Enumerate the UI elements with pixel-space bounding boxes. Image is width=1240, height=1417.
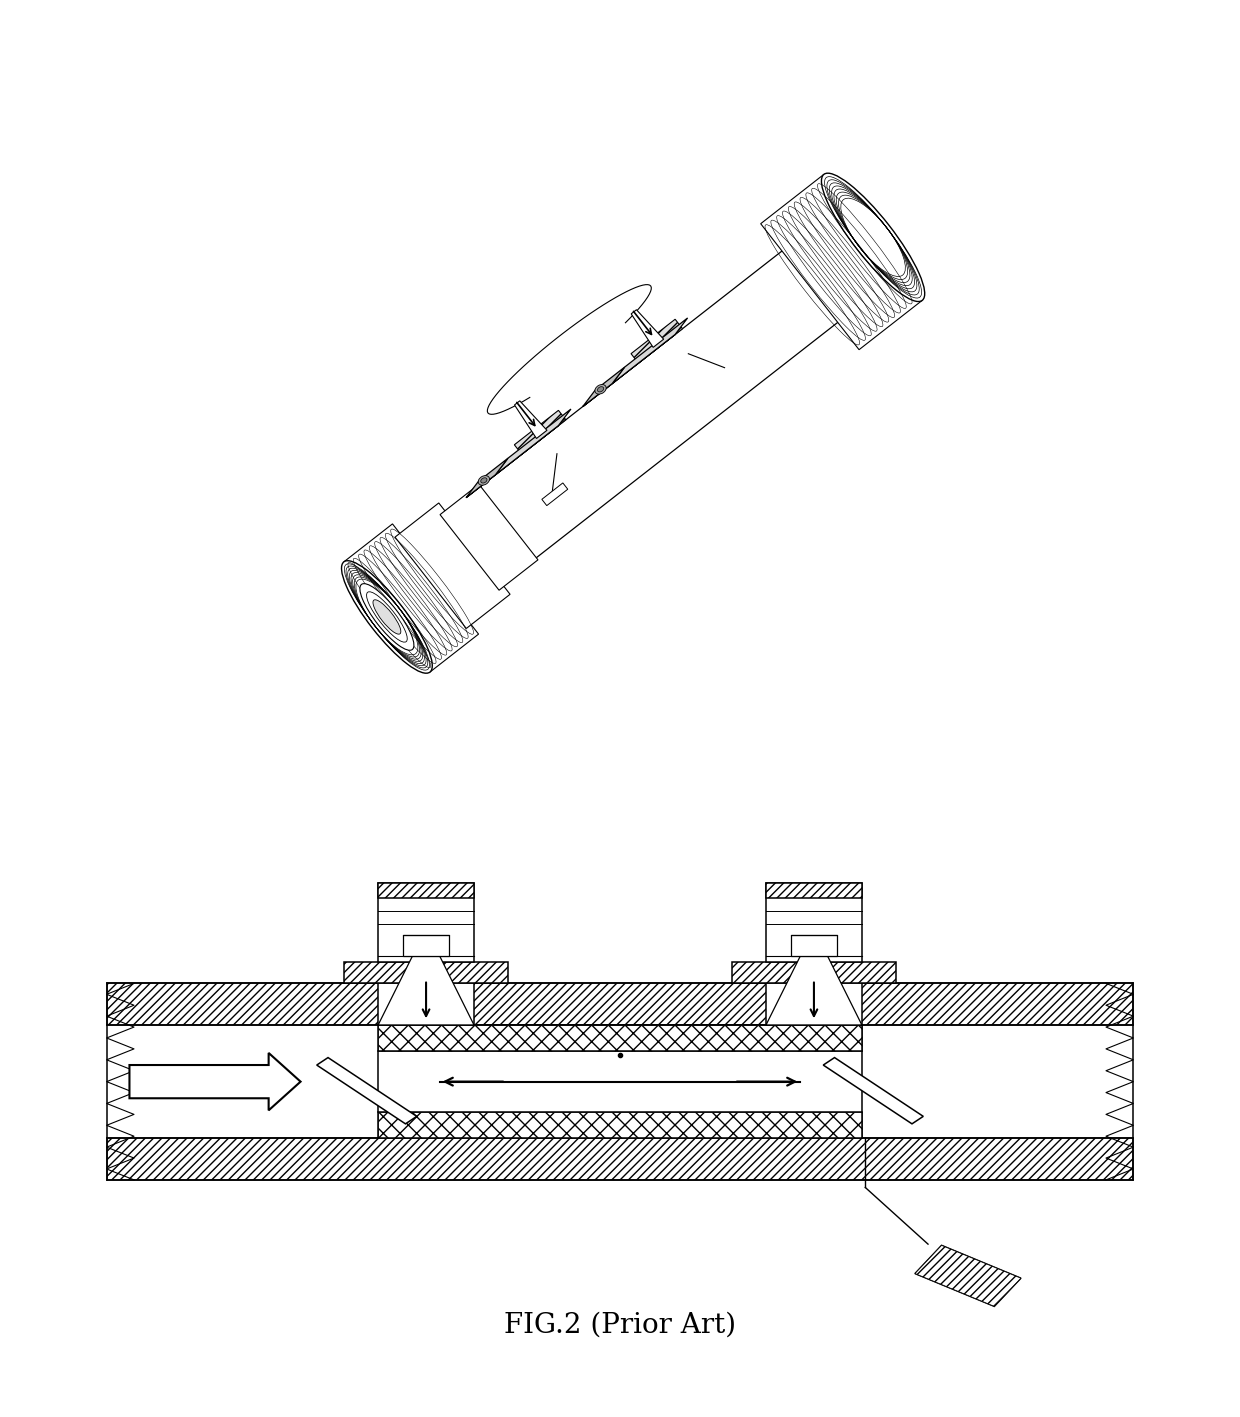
Ellipse shape [821,173,925,302]
Ellipse shape [373,599,401,635]
Polygon shape [760,174,923,350]
Polygon shape [613,317,688,384]
Ellipse shape [341,561,433,673]
Polygon shape [766,956,862,1024]
Bar [107,1138,1133,1180]
Polygon shape [915,1246,1021,1306]
Bar [732,962,897,983]
Polygon shape [129,1053,300,1111]
Polygon shape [583,334,675,407]
Text: FIG.2 (Prior Art): FIG.2 (Prior Art) [503,1312,737,1339]
Polygon shape [396,503,510,629]
Bar [378,1112,862,1138]
Polygon shape [515,401,547,438]
Polygon shape [496,410,570,475]
Polygon shape [316,1057,417,1124]
Polygon shape [466,458,508,497]
Bar [378,883,474,962]
Bar [107,983,378,1024]
Polygon shape [583,367,625,407]
Bar [766,883,862,962]
Ellipse shape [595,384,606,394]
Ellipse shape [598,387,604,393]
Polygon shape [440,485,538,591]
Polygon shape [823,1057,924,1124]
Bar [378,883,474,898]
Polygon shape [515,411,565,455]
Bar [378,1024,862,1051]
Bar [791,935,837,956]
Polygon shape [398,232,862,622]
Polygon shape [631,319,682,363]
Polygon shape [631,310,663,347]
Ellipse shape [360,584,414,650]
Ellipse shape [481,478,487,483]
Bar [474,983,766,1024]
Ellipse shape [367,592,407,642]
Polygon shape [466,425,558,497]
Polygon shape [915,1246,1021,1306]
Bar [862,983,1133,1024]
Bar [343,962,508,983]
Polygon shape [542,483,568,506]
Bar [403,935,449,956]
Polygon shape [378,956,474,1024]
Ellipse shape [479,476,490,485]
Polygon shape [343,524,479,672]
Bar [766,883,862,898]
